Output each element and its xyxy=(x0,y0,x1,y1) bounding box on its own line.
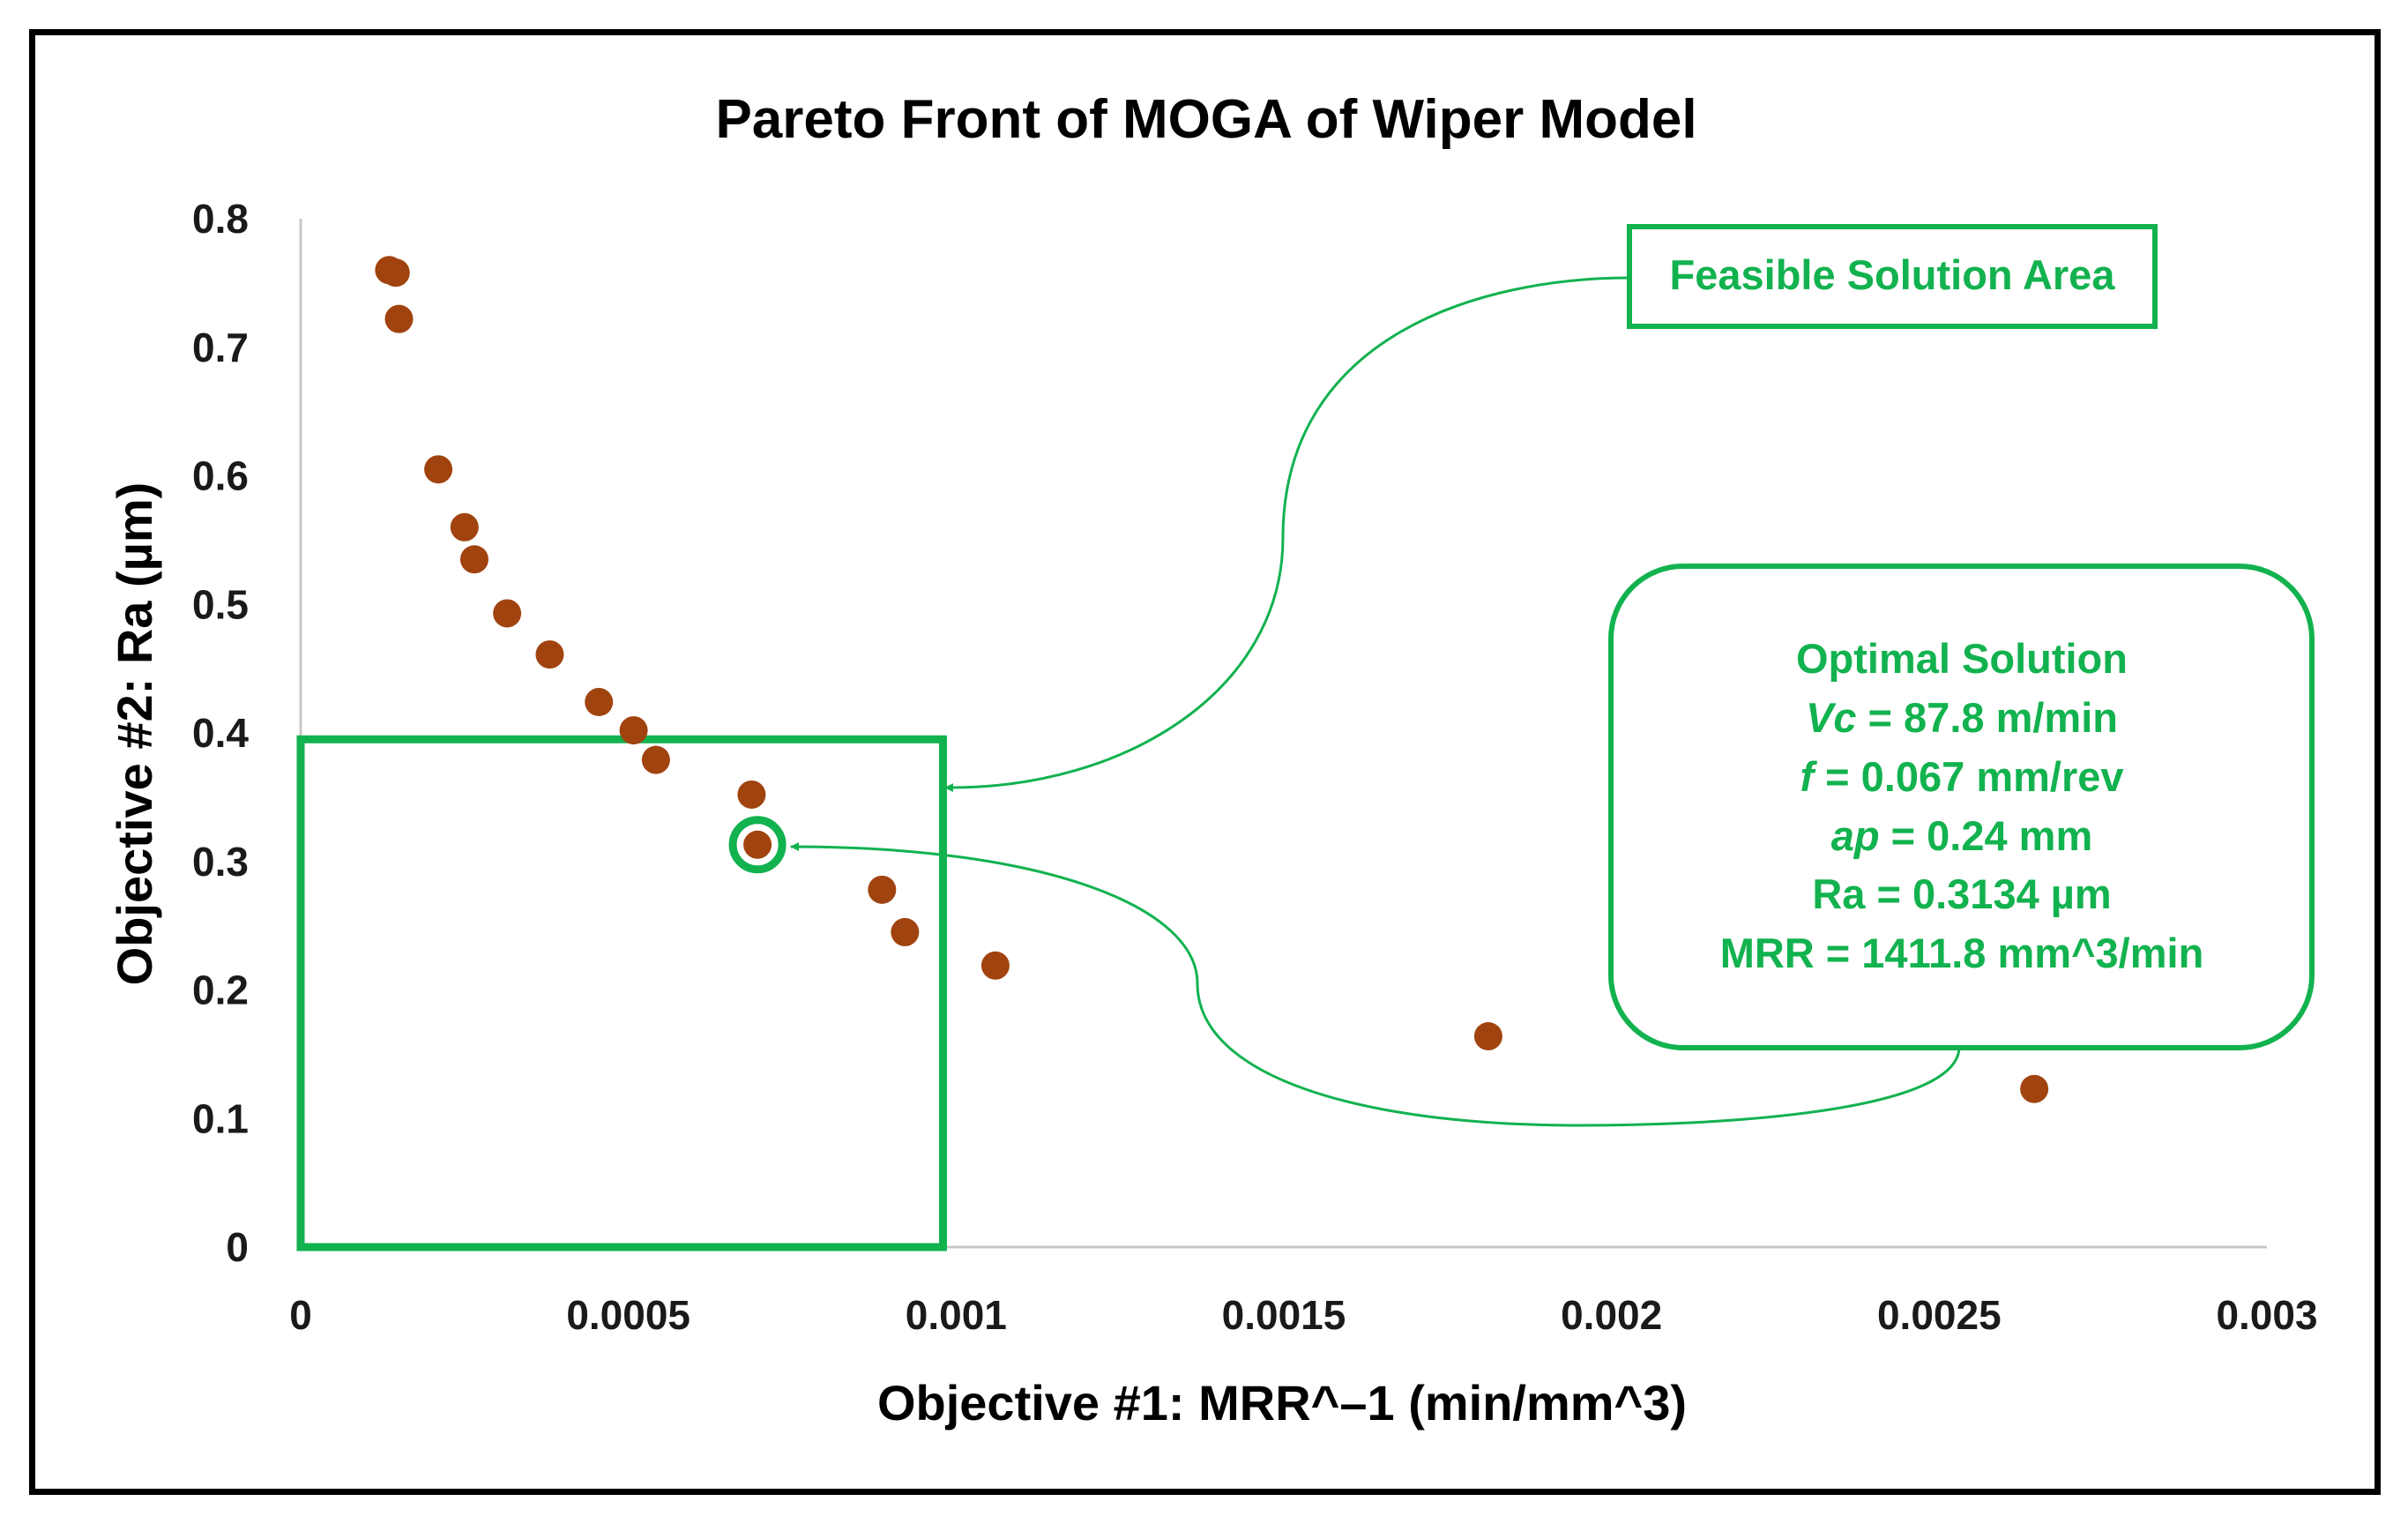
ap-value: = 0.24 mm xyxy=(1880,812,2093,859)
chart-frame: Pareto Front of MOGA of Wiper Model 0 0.1… xyxy=(29,29,2381,1495)
data-point xyxy=(619,716,648,745)
data-point xyxy=(381,258,410,288)
optimal-ap-line: ap = 0.24 mm xyxy=(1831,812,2093,859)
feasible-callout-connector xyxy=(944,276,1630,793)
optimal-callout-connector xyxy=(790,842,1961,1127)
y-tick-label: 0.8 xyxy=(192,196,249,242)
y-tick-labels: 0 0.1 0.2 0.3 0.4 0.5 0.6 0.7 0.8 xyxy=(192,196,249,1270)
x-tick-label: 0.003 xyxy=(2216,1292,2317,1338)
y-tick-label: 0.7 xyxy=(192,325,249,370)
data-point xyxy=(424,455,453,484)
x-tick-label: 0.002 xyxy=(1561,1292,1662,1338)
y-tick-label: 0 xyxy=(226,1224,249,1270)
feasible-region-box xyxy=(296,735,947,1251)
y-axis-title: Objective #2: Ra (µm) xyxy=(107,482,162,986)
y-tick-label: 0.5 xyxy=(192,581,249,627)
data-point xyxy=(450,512,479,542)
f-symbol: f xyxy=(1800,753,1817,800)
y-tick-label: 0.3 xyxy=(192,839,249,885)
data-point xyxy=(384,304,414,333)
ap-symbol: ap xyxy=(1831,812,1880,859)
data-point xyxy=(493,599,522,628)
data-point xyxy=(1473,1021,1502,1050)
data-point xyxy=(535,640,564,669)
x-tick-label: 0 xyxy=(289,1292,312,1338)
optimal-mrr-line: MRR = 1411.8 mm^3/min xyxy=(1720,930,2204,976)
optimal-f-line: f = 0.067 mm/rev xyxy=(1800,753,2123,800)
data-point xyxy=(868,875,897,904)
feasible-callout-label: Feasible Solution Area xyxy=(1670,251,2116,298)
feasible-callout-box xyxy=(1627,224,2158,329)
y-tick-label: 0.4 xyxy=(192,710,249,756)
data-points xyxy=(375,256,2049,1103)
data-point xyxy=(737,780,766,809)
x-tick-label: 0.0005 xyxy=(566,1292,690,1338)
y-tick-label: 0.1 xyxy=(192,1095,249,1141)
data-point xyxy=(891,917,920,946)
data-point xyxy=(585,688,614,717)
vc-value: = 87.8 m/min xyxy=(1856,694,2118,741)
f-value: = 0.067 mm/rev xyxy=(1814,753,2123,800)
optimal-vc-line: Vc = 87.8 m/min xyxy=(1806,694,2118,741)
data-point xyxy=(980,951,1010,980)
data-point xyxy=(743,830,772,859)
x-tick-label: 0.0015 xyxy=(1222,1292,1346,1338)
chart-svg: Pareto Front of MOGA of Wiper Model 0 0.1… xyxy=(107,89,2318,1431)
optimal-solution-title: Optimal Solution xyxy=(1796,635,2128,682)
y-tick-label: 0.6 xyxy=(192,453,249,499)
optimal-solution-callout-box xyxy=(1608,564,2315,1050)
optimal-point-highlight xyxy=(728,816,787,874)
data-point xyxy=(641,745,670,774)
y-tick-label: 0.2 xyxy=(192,967,249,1013)
vc-symbol: Vc xyxy=(1806,694,1857,741)
data-point xyxy=(459,545,488,574)
x-axis-title: Objective #1: MRR^–1 (min/mm^3) xyxy=(877,1375,1687,1431)
chart-title: Pareto Front of MOGA of Wiper Model xyxy=(715,89,1696,150)
data-point xyxy=(2020,1074,2049,1103)
x-tick-labels: 0 0.0005 0.001 0.0015 0.002 0.0025 0.003 xyxy=(289,1292,2317,1338)
x-tick-label: 0.001 xyxy=(906,1292,1007,1338)
optimal-ra-line: Ra = 0.3134 µm xyxy=(1812,870,2111,917)
x-tick-label: 0.0025 xyxy=(1877,1292,2002,1338)
